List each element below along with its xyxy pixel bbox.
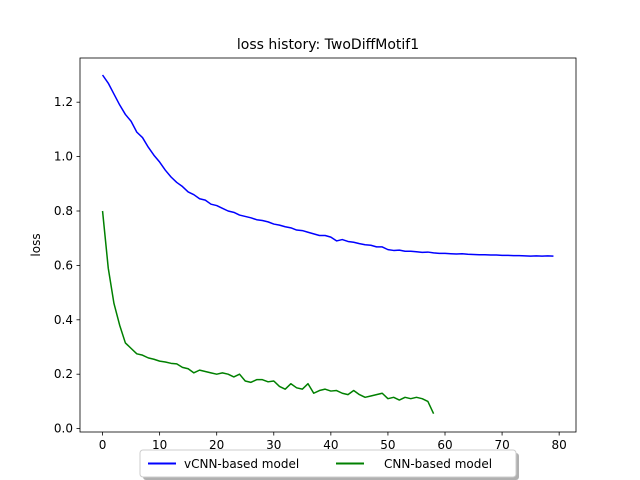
x-tick-label: 70	[494, 438, 509, 452]
y-tick-label: 1.2	[54, 95, 73, 109]
series-line-1	[101, 74, 554, 257]
y-tick-label: 0.8	[54, 204, 73, 218]
plot-area: 0 10 20 30 40 50 60 70 80 0.0 0.2 0.4 0.6 0.8 1.0 1.2	[54, 57, 577, 452]
y-axis-label: loss	[29, 233, 43, 256]
legend-label-1: vCNN-based model	[184, 457, 299, 471]
legend: vCNN-based model CNN-based model	[139, 449, 519, 480]
series-line-2	[101, 210, 435, 414]
y-tick-label: 0.0	[54, 422, 73, 436]
y-tick-label: 0.6	[54, 258, 73, 272]
x-tick-label: 80	[552, 438, 567, 452]
x-tick-label: 60	[437, 438, 452, 452]
x-tick-label: 30	[266, 438, 281, 452]
axes-frame	[79, 57, 577, 433]
chart-title: loss history: TwoDiffMotif1	[237, 37, 419, 53]
x-tick-label: 50	[380, 438, 395, 452]
x-tick-label: 40	[323, 438, 338, 452]
legend-label-2: CNN-based model	[384, 457, 492, 471]
y-tick-label: 0.4	[54, 313, 73, 327]
x-tick-label: 10	[152, 438, 167, 452]
x-tick-label: 20	[209, 438, 224, 452]
x-tick-label: 0	[99, 438, 107, 452]
y-tick-label: 0.2	[54, 367, 73, 381]
y-tick-label: 1.0	[54, 150, 73, 164]
legend-box	[139, 449, 517, 478]
